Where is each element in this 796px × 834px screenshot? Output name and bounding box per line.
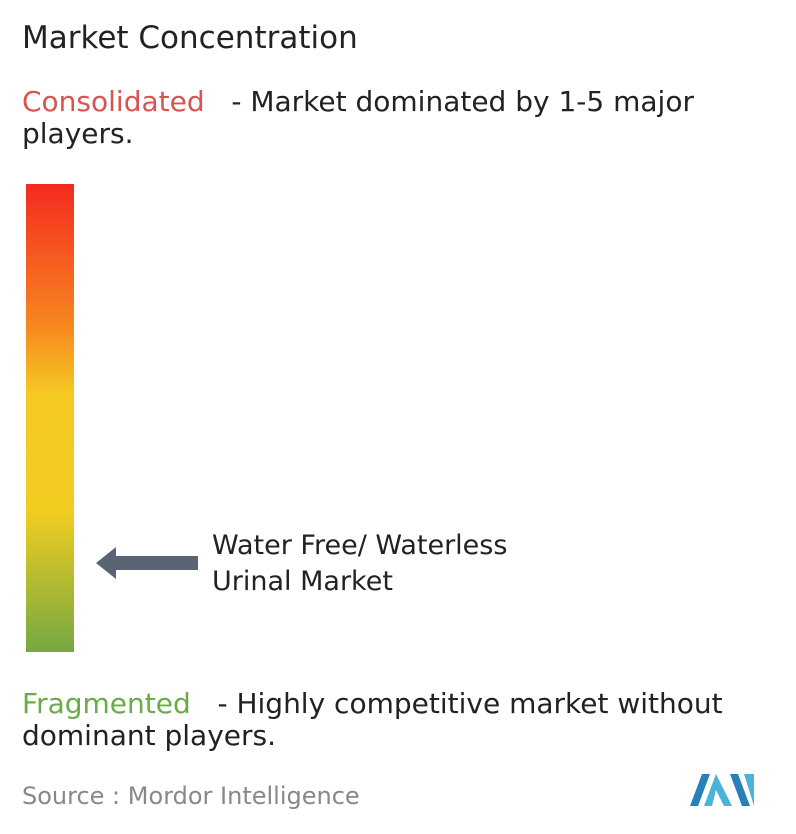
logo-part (744, 774, 754, 806)
fragmented-text: Fragmented - Highly competitive market w… (22, 688, 792, 752)
source-label: Source : (22, 782, 121, 810)
market-line1: Water Free/ Waterless (212, 530, 508, 561)
consolidated-description: - Market dominated by 1-5 major players. (22, 85, 694, 150)
arrow-shape (96, 547, 198, 579)
fragmented-label: Fragmented (22, 687, 191, 720)
concentration-bar (26, 184, 74, 652)
consolidated-label: Consolidated (22, 85, 205, 118)
fragmented-description: - Highly competitive market without domi… (22, 687, 723, 752)
arrow (96, 547, 198, 579)
consolidated-text: Consolidated - Market dominated by 1-5 m… (22, 86, 782, 150)
market-line2: Urinal Market (212, 566, 393, 597)
logo-part (690, 774, 710, 806)
logo-part (704, 774, 732, 806)
title: Market Concentration (22, 20, 358, 56)
market-label: Water Free/ Waterless Urinal Market (212, 528, 507, 600)
source-name: Mordor Intelligence (127, 782, 360, 810)
logo (690, 774, 754, 806)
source: Source : Mordor Intelligence (22, 782, 360, 810)
logo-part (730, 774, 750, 806)
